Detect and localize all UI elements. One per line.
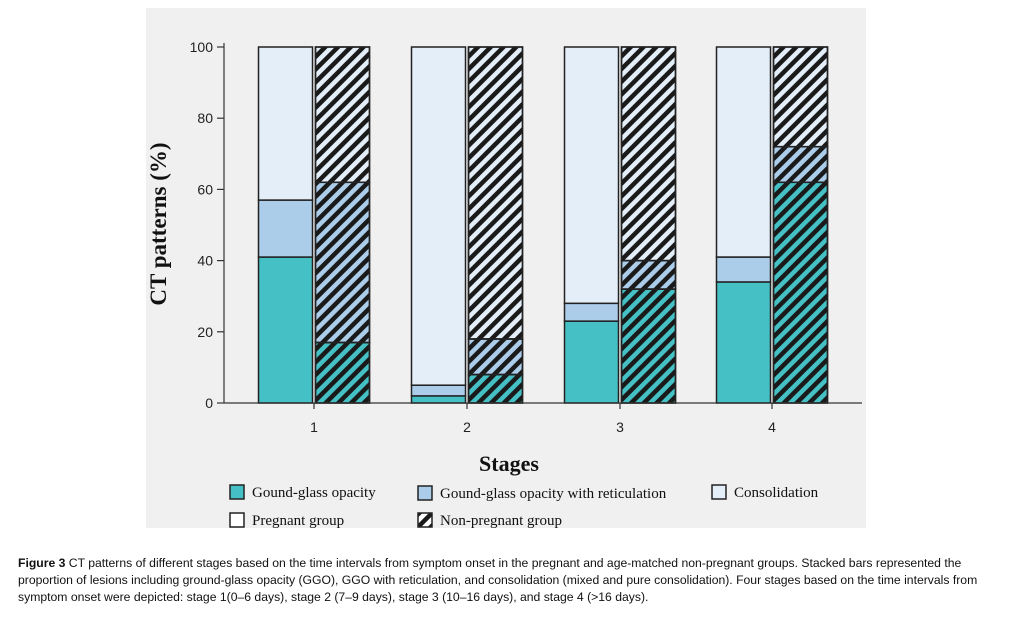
hatch-overlay xyxy=(314,341,371,404)
hatch-overlay xyxy=(620,288,677,404)
bar-segment-pregnant-stage1-ggo-reticulation xyxy=(257,199,314,258)
x-tick-label: 2 xyxy=(463,419,471,435)
hatch-overlay xyxy=(620,46,677,262)
legend-swatch-cons xyxy=(711,484,727,500)
x-tick-label: 4 xyxy=(768,419,776,435)
hatch-overlay xyxy=(772,181,829,404)
legend-label-cons: Consolidation xyxy=(734,485,819,501)
caption-text: CT patterns of different stages based on… xyxy=(18,556,978,604)
hatch-overlay xyxy=(772,46,829,148)
bar-segment-pregnant-stage2-ggo xyxy=(410,395,467,404)
bar-segment-pregnant-stage4-ggo-reticulation xyxy=(715,256,772,283)
y-tick-label: 80 xyxy=(197,110,213,126)
bar-segment-pregnant-stage1-consolidation xyxy=(257,46,314,201)
bar-segment-pregnant-stage2-ggo-reticulation xyxy=(410,384,467,397)
hatch-overlay xyxy=(467,338,524,376)
bar-segment-pregnant-stage3-ggo-reticulation xyxy=(563,302,620,322)
legend-label-nonpregnant: Non-pregnant group xyxy=(440,513,562,529)
bar-segment-pregnant-stage3-ggo xyxy=(563,320,620,404)
legend-label-ggor: Gound-glass opacity with reticulation xyxy=(440,486,667,502)
caption-label: Figure 3 xyxy=(18,556,66,570)
bar-segment-pregnant-stage4-ggo xyxy=(715,281,772,404)
legend-swatch-ggo xyxy=(229,484,245,500)
legend-label-pregnant: Pregnant group xyxy=(252,513,344,529)
hatch-overlay xyxy=(314,181,371,344)
legend-swatch-nonpregnant xyxy=(417,512,433,528)
legend-label-ggo: Gound-glass opacity xyxy=(252,485,376,501)
y-tick-label: 20 xyxy=(197,324,213,340)
hatch-overlay xyxy=(467,373,524,404)
y-tick-label: 0 xyxy=(205,395,213,411)
y-tick-label: 40 xyxy=(197,253,213,269)
figure-caption: Figure 3 CT patterns of different stages… xyxy=(18,555,1008,606)
hatch-overlay xyxy=(620,259,677,290)
bar-segment-pregnant-stage3-consolidation xyxy=(563,46,620,305)
bar-segment-pregnant-stage2-consolidation xyxy=(410,46,467,386)
bar-segment-pregnant-stage4-consolidation xyxy=(715,46,772,258)
legend-swatch-pregnant xyxy=(229,512,245,528)
y-tick-label: 100 xyxy=(190,39,214,55)
bar-segment-pregnant-stage1-ggo xyxy=(257,256,314,404)
x-tick-label: 3 xyxy=(616,419,624,435)
hatch-overlay xyxy=(772,145,829,184)
hatch-overlay xyxy=(314,46,371,184)
y-tick-label: 60 xyxy=(197,181,213,197)
legend-swatch-ggor xyxy=(417,485,433,501)
y-axis-title: CT patterns (%) xyxy=(146,142,171,305)
x-axis-title: Stages xyxy=(479,451,539,476)
hatch-overlay xyxy=(467,46,524,340)
x-tick-label: 1 xyxy=(310,419,318,435)
